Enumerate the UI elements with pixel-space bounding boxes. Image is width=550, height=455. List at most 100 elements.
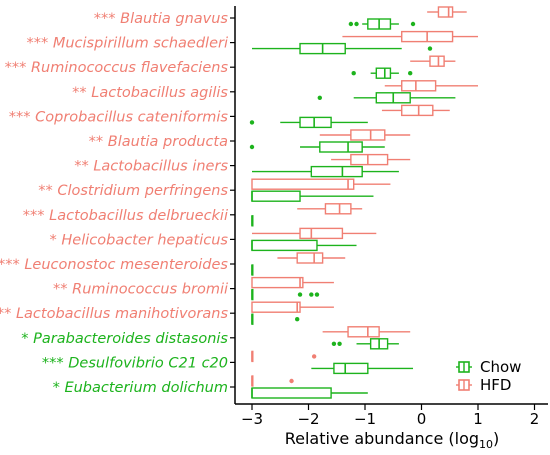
taxon-label: *** Mucispirillum schaedleri bbox=[27, 36, 229, 52]
x-tick-label: −3 bbox=[241, 410, 263, 428]
iqr-box bbox=[401, 80, 437, 92]
iqr-box bbox=[347, 326, 380, 338]
taxon-label: ** Lactobacillus manihotivorans bbox=[0, 306, 228, 322]
boxplot-marks bbox=[249, 6, 478, 399]
box-chow bbox=[251, 190, 374, 202]
iqr-box bbox=[251, 190, 301, 202]
legend-item: HFD bbox=[456, 376, 511, 394]
iqr-box bbox=[251, 178, 355, 190]
iqr-box bbox=[350, 153, 389, 166]
outlier-point bbox=[311, 354, 317, 359]
x-tick-label: −2 bbox=[297, 410, 319, 428]
taxon-label: ** Blautia producta bbox=[89, 134, 228, 150]
taxon-label: ** Lactobacillus iners bbox=[74, 159, 228, 175]
outlier-point bbox=[309, 292, 314, 297]
box-chow bbox=[311, 362, 414, 375]
box-hfd bbox=[277, 252, 346, 264]
axes bbox=[234, 6, 548, 405]
outlier-point bbox=[408, 71, 413, 76]
outlier-point bbox=[351, 71, 356, 76]
box-chow bbox=[348, 18, 416, 30]
box-chow bbox=[317, 92, 456, 104]
iqr-box bbox=[251, 276, 304, 289]
box-hfd bbox=[427, 6, 467, 18]
iqr-box bbox=[319, 141, 363, 153]
outlier-point bbox=[337, 341, 342, 346]
box-hfd bbox=[381, 104, 450, 117]
outlier-point bbox=[314, 292, 320, 297]
box-hfd bbox=[251, 350, 317, 363]
box-hfd bbox=[410, 55, 456, 67]
box-hfd bbox=[319, 129, 411, 141]
outlier-point bbox=[410, 21, 416, 27]
iqr-box bbox=[324, 203, 352, 215]
iqr-box bbox=[299, 227, 344, 240]
box-chow bbox=[252, 165, 399, 178]
taxa-labels: *** Blautia gnavus *** Mucispirillum scha… bbox=[0, 11, 235, 396]
legend-label: Chow bbox=[480, 358, 521, 376]
iqr-box bbox=[429, 55, 445, 67]
box-hfd bbox=[331, 153, 411, 166]
outlier-point bbox=[331, 341, 337, 346]
x-tick-label: 0 bbox=[417, 410, 427, 428]
box-hfd bbox=[251, 375, 294, 387]
outlier-point bbox=[295, 317, 300, 322]
legend-label: HFD bbox=[480, 376, 511, 394]
iqr-box bbox=[251, 301, 301, 313]
iqr-box bbox=[350, 129, 386, 141]
outlier-point bbox=[354, 21, 359, 27]
outlier-point bbox=[348, 21, 354, 27]
x-tick-label: −1 bbox=[354, 410, 376, 428]
taxon-label: *** Desulfovibrio C21 c20 bbox=[42, 355, 228, 371]
box-chow bbox=[251, 264, 254, 276]
box-chow bbox=[251, 288, 320, 301]
box-hfd bbox=[297, 203, 363, 215]
taxon-label: ** Ruminococcus bromii bbox=[53, 282, 228, 298]
box-hfd bbox=[251, 276, 334, 289]
box-chow bbox=[249, 116, 368, 129]
outlier-point bbox=[289, 378, 294, 384]
iqr-box bbox=[251, 387, 332, 399]
box-chow bbox=[331, 338, 399, 350]
box-hfd bbox=[251, 178, 391, 190]
x-ticks: −3 −2 −1 0 1 2 bbox=[241, 404, 539, 428]
box-chow bbox=[251, 313, 300, 325]
taxon-label: * Helicobacter hepaticus bbox=[50, 232, 229, 248]
outlier-point bbox=[249, 144, 255, 150]
box-hfd bbox=[384, 80, 478, 92]
x-tick-label: 2 bbox=[530, 410, 540, 428]
box-hfd bbox=[251, 301, 334, 313]
iqr-box bbox=[251, 239, 318, 252]
taxon-label: *** Lactobacillus delbrueckii bbox=[23, 208, 228, 224]
x-axis-label: Relative abundance (log10) bbox=[285, 429, 500, 451]
taxon-label: *** Ruminococcus flavefaciens bbox=[5, 60, 229, 76]
box-chow bbox=[249, 141, 385, 153]
box-chow bbox=[351, 67, 413, 79]
outlier-point bbox=[317, 95, 322, 101]
taxon-label: ** Lactobacillus agilis bbox=[72, 85, 228, 101]
iqr-box bbox=[333, 362, 369, 375]
box-hfd bbox=[322, 326, 411, 338]
box-chow bbox=[251, 239, 357, 252]
box-chow bbox=[251, 215, 254, 227]
box-hfd bbox=[252, 227, 377, 240]
legend-item: Chow bbox=[456, 358, 521, 376]
taxon-label: * Eubacterium dolichum bbox=[53, 380, 228, 396]
box-chow bbox=[252, 42, 433, 55]
iqr-box bbox=[401, 104, 434, 117]
box-hfd bbox=[342, 30, 478, 43]
x-tick-label: 1 bbox=[473, 410, 483, 428]
iqr-box bbox=[437, 6, 454, 18]
taxon-label: ** Clostridium perfringens bbox=[38, 183, 228, 199]
outlier-point bbox=[427, 46, 433, 51]
outlier-point bbox=[249, 120, 255, 125]
iqr-box bbox=[375, 67, 392, 79]
box-chow bbox=[251, 387, 368, 399]
iqr-box bbox=[299, 116, 332, 129]
taxon-label: *** Blautia gnavus bbox=[94, 11, 229, 27]
taxon-label: * Parabacteroides distasonis bbox=[21, 331, 228, 347]
iqr-box bbox=[310, 165, 363, 178]
taxon-label: *** Leuconostoc mesenteroides bbox=[0, 257, 228, 273]
